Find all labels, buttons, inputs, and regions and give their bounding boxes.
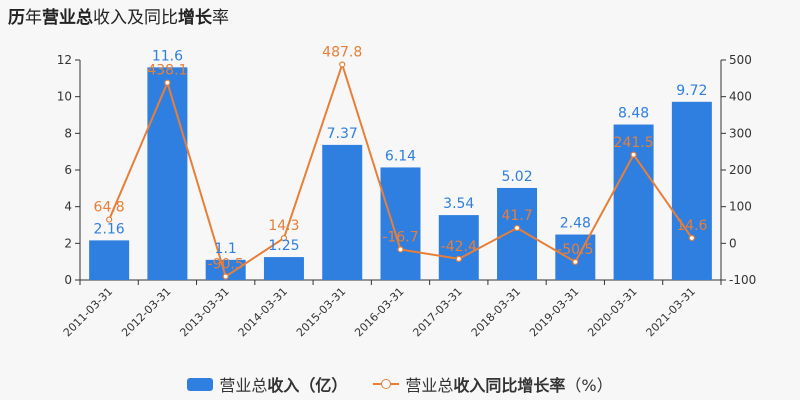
y-right-tick-label: 200 xyxy=(729,163,752,177)
bar xyxy=(147,67,188,280)
x-tick-label: 2015-03-31 xyxy=(294,285,348,339)
growth-value-label: -50.5 xyxy=(557,242,593,258)
y-left-tick-label: 6 xyxy=(64,163,72,177)
y-right-tick-label: 300 xyxy=(729,126,752,140)
title-part: 率 xyxy=(212,8,229,28)
growth-value-label: 487.8 xyxy=(322,44,362,60)
x-tick-label: 2021-03-31 xyxy=(644,285,698,339)
bar xyxy=(263,257,304,280)
legend-growth-label-pre: 营业总 xyxy=(405,376,454,395)
bar-value-label: 9.72 xyxy=(676,83,707,99)
growth-point xyxy=(339,61,346,68)
growth-value-label: 14.3 xyxy=(268,218,299,234)
growth-point xyxy=(455,255,462,262)
y-left-tick-label: 2 xyxy=(64,236,72,250)
bar-value-label: 3.54 xyxy=(443,196,474,212)
x-tick-label: 2020-03-31 xyxy=(585,285,639,339)
y-right-tick-label: 100 xyxy=(729,200,752,214)
growth-point xyxy=(164,79,171,86)
bar xyxy=(438,215,479,280)
legend: 营业总 收入（亿） 营业总 收入同比增长率 （%） xyxy=(0,372,800,396)
legend-line-swatch xyxy=(373,377,400,391)
bar-value-label: 5.02 xyxy=(501,169,532,185)
growth-point xyxy=(630,151,637,158)
growth-point xyxy=(513,224,521,232)
legend-growth-label-bold: 收入同比增长率 xyxy=(453,376,566,395)
x-tick-label: 2013-03-31 xyxy=(177,285,231,339)
growth-point xyxy=(572,258,579,265)
title-part: 增长 xyxy=(178,8,212,28)
legend-growth-label-rest: （%） xyxy=(565,376,613,395)
growth-point xyxy=(688,234,695,242)
bar-value-label: 7.37 xyxy=(327,126,358,142)
growth-value-label: 41.7 xyxy=(501,208,532,224)
y-right-tick-label: 400 xyxy=(729,90,752,104)
growth-value-label: 64.8 xyxy=(94,200,125,216)
title-part: 历 xyxy=(8,8,25,28)
x-tick-label: 2019-03-31 xyxy=(527,285,581,339)
growth-value-label: 438.1 xyxy=(147,63,187,79)
y-left-tick-label: 12 xyxy=(57,53,72,67)
bar-value-label: 1.25 xyxy=(268,238,299,254)
bar-value-label: 11.6 xyxy=(152,48,183,64)
bar-value-label: 2.48 xyxy=(560,216,591,232)
bar xyxy=(322,144,363,280)
x-tick-label: 2016-03-31 xyxy=(352,285,406,339)
chart-title: 历年营业总收入及同比增长率 xyxy=(8,3,229,28)
bar xyxy=(497,187,538,280)
y-left-tick-label: 10 xyxy=(57,90,72,104)
bar-value-label: 6.14 xyxy=(385,148,416,164)
bar xyxy=(380,167,421,280)
bar xyxy=(89,240,130,280)
growth-value-label: -16.7 xyxy=(382,229,418,245)
legend-item-growth[interactable]: 营业总 收入同比增长率 （%） xyxy=(373,372,613,396)
growth-point xyxy=(222,273,229,280)
bar-value-label: 1.1 xyxy=(215,241,237,257)
bar xyxy=(555,234,596,280)
y-left-tick-label: 8 xyxy=(64,126,72,140)
x-tick-label: 2014-03-31 xyxy=(236,285,290,339)
growth-value-label: -42.4 xyxy=(441,239,477,255)
title-part: 年 xyxy=(25,8,42,28)
growth-value-label: -90.5 xyxy=(208,257,244,273)
growth-value-label: 14.6 xyxy=(676,218,707,234)
y-right-tick-label: 0 xyxy=(729,236,737,250)
y-right-tick-label: 500 xyxy=(729,53,752,67)
y-left-tick-label: 4 xyxy=(64,200,72,214)
title-part: 营业总 xyxy=(42,8,93,28)
bar-value-label: 2.16 xyxy=(94,221,125,237)
title-part: 收入及同比 xyxy=(93,8,178,28)
legend-revenue-label-rest: 收入（亿） xyxy=(267,376,348,395)
legend-bar-swatch xyxy=(187,377,214,391)
bar xyxy=(671,101,712,280)
x-tick-label: 2012-03-31 xyxy=(119,285,173,339)
bar xyxy=(205,259,246,280)
y-right-tick-label: -100 xyxy=(729,273,756,287)
growth-point xyxy=(397,246,404,253)
bar-value-label: 8.48 xyxy=(618,106,649,122)
bar xyxy=(613,124,654,281)
x-tick-label: 2018-03-31 xyxy=(469,285,523,339)
legend-revenue-label-bold: 营业总 xyxy=(219,376,268,395)
growth-point xyxy=(106,216,113,223)
x-tick-label: 2017-03-31 xyxy=(410,285,464,339)
growth-value-label: 241.5 xyxy=(614,135,654,151)
x-tick-label: 2011-03-31 xyxy=(61,285,115,339)
growth-point xyxy=(280,234,288,242)
y-left-tick-label: 0 xyxy=(64,273,72,287)
legend-item-revenue[interactable]: 营业总 收入（亿） xyxy=(187,372,347,396)
